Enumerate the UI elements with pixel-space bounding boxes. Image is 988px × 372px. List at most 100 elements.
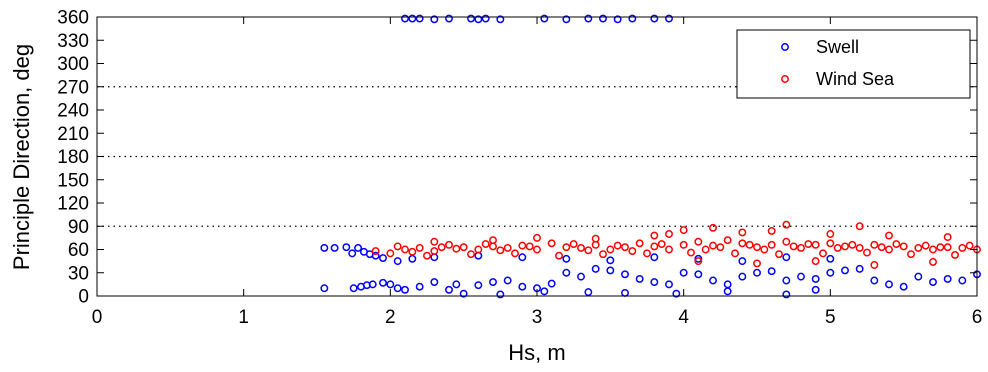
- point-swell: [723, 287, 732, 296]
- point-wind-sea: [767, 240, 776, 249]
- y-tick-label: 90: [68, 217, 89, 238]
- point-wind-sea: [907, 250, 915, 259]
- point-wind-sea: [914, 244, 923, 252]
- point-wind-sea: [899, 242, 908, 251]
- point-swell: [547, 279, 556, 288]
- point-wind-sea: [782, 237, 791, 246]
- point-wind-sea: [826, 230, 835, 238]
- point-wind-sea: [430, 237, 439, 246]
- point-swell: [584, 288, 593, 297]
- legend: Swell Wind Sea: [736, 29, 971, 99]
- point-wind-sea: [804, 240, 813, 249]
- point-swell: [330, 244, 339, 252]
- point-swell: [562, 268, 571, 277]
- x-tick-label: 2: [385, 307, 396, 328]
- point-swell: [540, 14, 549, 23]
- point-swell: [650, 14, 659, 23]
- point-swell: [826, 254, 835, 263]
- point-wind-sea: [782, 220, 791, 229]
- point-swell: [606, 256, 615, 265]
- point-wind-sea: [811, 257, 820, 266]
- point-swell: [320, 284, 329, 293]
- point-swell: [368, 280, 377, 289]
- point-wind-sea: [701, 245, 710, 254]
- point-wind-sea: [393, 242, 402, 251]
- legend-marker-wind-sea: [781, 75, 789, 83]
- point-wind-sea: [687, 248, 695, 257]
- point-swell: [562, 254, 571, 263]
- point-swell: [386, 280, 395, 289]
- point-wind-sea: [547, 239, 556, 248]
- point-swell: [943, 275, 952, 283]
- point-swell: [855, 264, 864, 273]
- point-wind-sea: [643, 249, 651, 258]
- point-wind-sea: [650, 231, 659, 240]
- point-swell: [870, 276, 879, 285]
- point-swell: [496, 15, 505, 24]
- point-wind-sea: [738, 228, 747, 237]
- point-wind-sea: [694, 257, 703, 266]
- point-wind-sea: [738, 239, 747, 248]
- reference-lines: [97, 86, 977, 227]
- point-wind-sea: [731, 249, 739, 258]
- point-wind-sea: [797, 244, 805, 252]
- point-swell: [679, 268, 688, 277]
- point-wind-sea: [408, 247, 417, 256]
- point-swell: [621, 270, 629, 279]
- point-wind-sea: [613, 241, 622, 250]
- point-wind-sea: [723, 236, 732, 245]
- point-wind-sea: [665, 245, 673, 254]
- point-swell: [753, 268, 761, 277]
- point-swell: [738, 257, 747, 266]
- point-swell: [371, 251, 380, 260]
- point-wind-sea: [591, 234, 600, 243]
- point-wind-sea: [855, 222, 864, 231]
- point-swell: [459, 289, 468, 298]
- point-swell: [782, 290, 791, 299]
- point-wind-sea: [760, 245, 769, 254]
- point-wind-sea: [599, 250, 607, 259]
- point-swell: [841, 266, 849, 275]
- point-swell: [929, 278, 937, 286]
- point-swell: [518, 253, 527, 262]
- point-swell: [584, 14, 593, 23]
- point-wind-sea: [489, 236, 497, 245]
- point-wind-sea: [885, 245, 893, 254]
- point-swell: [591, 264, 600, 273]
- y-tick-label: 150: [57, 170, 89, 191]
- point-swell: [401, 285, 409, 294]
- point-wind-sea: [496, 246, 505, 255]
- point-swell: [694, 254, 703, 263]
- point-wind-sea: [679, 226, 688, 235]
- point-swell: [665, 280, 673, 289]
- point-wind-sea: [767, 226, 776, 235]
- point-wind-sea: [437, 243, 446, 252]
- axis-ticks: [96, 16, 978, 297]
- point-wind-sea: [833, 244, 842, 252]
- point-swell: [445, 14, 453, 23]
- point-wind-sea: [943, 233, 952, 242]
- point-wind-sea: [657, 240, 666, 249]
- point-swell: [415, 282, 424, 291]
- point-wind-sea: [606, 245, 615, 254]
- point-swell: [503, 276, 512, 285]
- point-swell: [694, 270, 703, 279]
- point-swell: [628, 14, 637, 23]
- point-swell: [348, 249, 357, 258]
- y-tick-label: 60: [68, 240, 89, 261]
- point-wind-sea: [965, 241, 974, 250]
- point-swell: [899, 282, 908, 291]
- point-swell: [826, 268, 835, 277]
- point-wind-sea: [870, 261, 879, 269]
- point-swell: [408, 14, 417, 23]
- point-wind-sea: [401, 245, 409, 254]
- point-wind-sea: [951, 250, 959, 259]
- point-wind-sea: [503, 244, 512, 252]
- point-swell: [467, 14, 475, 23]
- x-tick-label: 5: [825, 307, 836, 328]
- y-tick-label: 240: [57, 101, 89, 122]
- x-tick-label: 6: [972, 307, 983, 328]
- point-wind-sea: [892, 240, 901, 249]
- point-wind-sea: [525, 242, 534, 251]
- legend-box: [736, 29, 971, 99]
